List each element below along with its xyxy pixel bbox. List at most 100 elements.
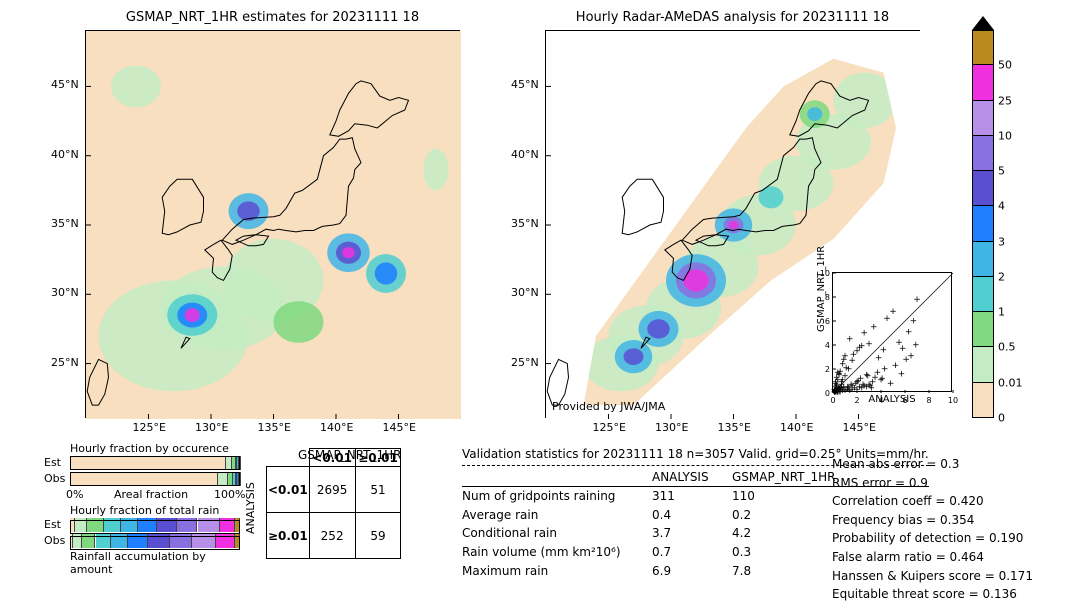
metric-row: Correlation coeff = 0.420 (832, 492, 1033, 511)
ctable-cell: 51 (355, 467, 401, 513)
lat-tick: 35°N (511, 217, 539, 230)
bar-seg (216, 534, 235, 548)
svg-text:+: + (875, 354, 883, 364)
bar-seg (73, 534, 82, 548)
bar-seg (235, 518, 240, 532)
bars-xmax: 100% (214, 488, 245, 501)
metric-row: False alarm ratio = 0.464 (832, 548, 1033, 567)
svg-text:+: + (887, 379, 895, 389)
contingency-table: GSMAP_NRT_1HR ANALYSIS <0.01≥0.01<0.0126… (248, 448, 401, 464)
svg-text:+: + (910, 317, 918, 327)
lat-tick: 40°N (51, 148, 79, 161)
colorbar-label: 25 (998, 94, 1012, 107)
svg-text:+: + (905, 327, 913, 337)
bar-seg (235, 534, 240, 548)
ctable-cell: 252 (309, 513, 355, 559)
colorbar-seg (972, 347, 994, 382)
left-map-title: GSMAP_NRT_1HR estimates for 20231111 18 (85, 10, 460, 25)
metric-row: RMS error = 0.9 (832, 474, 1033, 493)
bar-seg (111, 534, 128, 548)
lat-tick: 30°N (51, 286, 79, 299)
colorbar-label: 3 (998, 235, 1005, 248)
colorbar-label: 2 (998, 270, 1005, 283)
metric-row: Mean abs error = 0.3 (832, 455, 1033, 474)
bars-xmin: 0% (66, 488, 83, 501)
left-map (85, 30, 460, 418)
lon-tick: 140°E (320, 421, 353, 434)
colorbar-seg (972, 101, 994, 136)
svg-text:+: + (865, 339, 873, 349)
provider-label: Provided by JWA/JMA (552, 400, 665, 413)
lat-tick: 35°N (51, 217, 79, 230)
svg-text:+: + (834, 368, 842, 378)
bar-seg (96, 534, 111, 548)
colorbar-label: 4 (998, 200, 1005, 213)
colorbar-seg (972, 383, 994, 418)
svg-text:+: + (841, 351, 849, 361)
lon-tick: 130°E (655, 421, 688, 434)
svg-text:+: + (868, 384, 876, 394)
lat-tick: 25°N (511, 356, 539, 369)
bar-seg (128, 534, 148, 548)
svg-text:+: + (898, 369, 906, 379)
bars-title: Rainfall accumulation by amount (70, 550, 240, 576)
bar-seg (138, 518, 157, 532)
bars-xlabel: Areal fraction (114, 488, 188, 501)
lon-tick: 145°E (843, 421, 876, 434)
bar-seg (220, 518, 235, 532)
colorbar-over-arrow (972, 16, 994, 30)
svg-text:4: 4 (825, 341, 830, 350)
right-map-title: Hourly Radar-AMeDAS analysis for 2023111… (545, 10, 920, 25)
bar-seg (148, 534, 170, 548)
lon-tick: 130°E (195, 421, 228, 434)
colorbar-seg (972, 312, 994, 347)
bars-rowlabel: Obs (44, 534, 65, 547)
colorbar-seg (972, 30, 994, 65)
lat-tick: 45°N (511, 78, 539, 91)
bar-seg (87, 518, 104, 532)
colorbar-seg (972, 136, 994, 171)
ctable-cell: 59 (355, 513, 401, 559)
scatter-inset: 00224466881010++++++++++++++++++++++++++… (832, 272, 952, 392)
bar-seg (70, 472, 218, 486)
colorbar-label: 10 (998, 129, 1012, 142)
metric-row: Hanssen & Kuipers score = 0.171 (832, 567, 1033, 586)
svg-text:+: + (846, 335, 854, 345)
lon-tick: 125°E (593, 421, 626, 434)
bar-seg (170, 534, 192, 548)
bar-seg (218, 472, 228, 486)
lat-tick: 45°N (51, 78, 79, 91)
bar-seg (82, 534, 96, 548)
ctable-cell: 2695 (309, 467, 355, 513)
svg-text:+: + (848, 356, 856, 366)
colorbar-seg (972, 277, 994, 312)
bar-seg (177, 518, 197, 532)
colorbar-seg (972, 242, 994, 277)
metric-row: Frequency bias = 0.354 (832, 511, 1033, 530)
bars-title: Hourly fraction by occurence (70, 442, 229, 455)
metric-row: Equitable threat score = 0.136 (832, 585, 1033, 604)
lat-tick: 25°N (51, 356, 79, 369)
colorbar: 502510543210.50.010 (972, 30, 994, 418)
colorbar-label: 0.5 (998, 341, 1016, 354)
svg-text:+: + (870, 323, 878, 333)
svg-text:+: + (858, 342, 866, 352)
bar-seg (157, 518, 177, 532)
bar-seg (75, 518, 87, 532)
ctable-side: ANALYSIS (244, 482, 257, 534)
bars-rowlabel: Est (44, 518, 61, 531)
svg-text:+: + (907, 351, 915, 361)
svg-text:+: + (860, 329, 868, 339)
lon-tick: 145°E (383, 421, 416, 434)
scatter-ylabel: GSMAP_NRT_1HR (816, 246, 827, 332)
bar-seg (240, 472, 241, 486)
validation-metrics: Mean abs error = 0.3RMS error = 0.9Corre… (832, 455, 1033, 604)
colorbar-seg (972, 65, 994, 100)
colorbar-label: 0.01 (998, 376, 1023, 389)
bar-seg (240, 456, 241, 470)
colorbar-label: 0 (998, 412, 1005, 425)
lat-tick: 30°N (511, 286, 539, 299)
bar-seg (121, 518, 138, 532)
colorbar-label: 5 (998, 165, 1005, 178)
colorbar-label: 50 (998, 59, 1012, 72)
